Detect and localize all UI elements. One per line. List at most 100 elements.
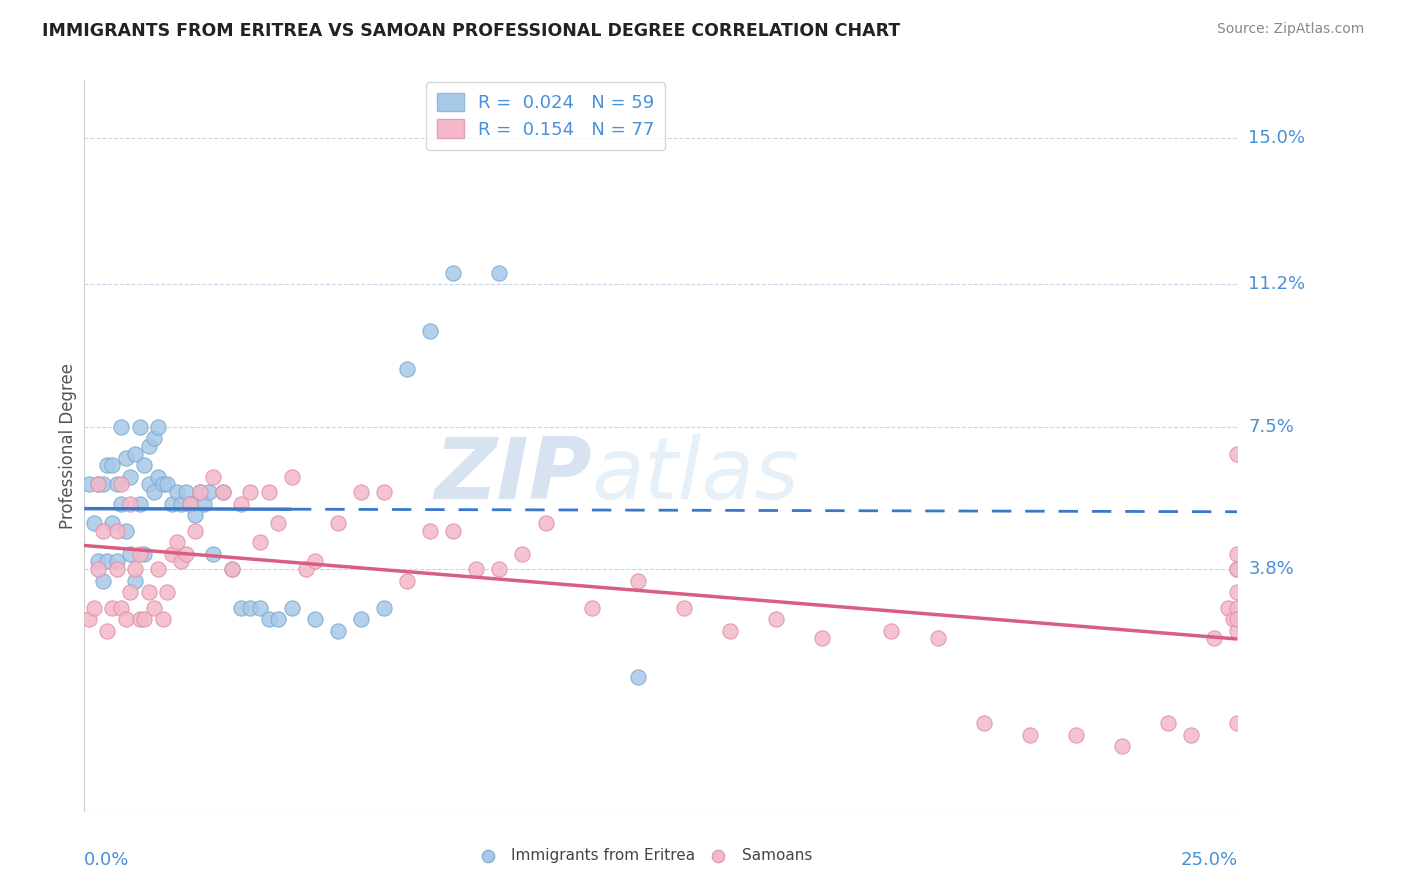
Point <box>142 600 165 615</box>
Point <box>350 485 373 500</box>
Point <box>1226 585 1249 599</box>
Y-axis label: Professional Degree: Professional Degree <box>59 363 77 529</box>
Text: 15.0%: 15.0% <box>1249 129 1305 147</box>
Point <box>488 562 510 576</box>
Point <box>811 632 834 646</box>
Point <box>83 516 105 530</box>
Point <box>373 485 395 500</box>
Point <box>973 716 995 731</box>
Point <box>1018 728 1040 742</box>
Point <box>1111 739 1133 754</box>
Point <box>101 458 124 473</box>
Point <box>202 547 225 561</box>
Point <box>96 554 118 568</box>
Point <box>128 497 150 511</box>
Text: 25.0%: 25.0% <box>1180 851 1237 869</box>
Point <box>441 266 464 280</box>
Point <box>179 497 201 511</box>
Point <box>115 450 138 465</box>
Point <box>326 624 349 638</box>
Point <box>350 612 373 626</box>
Point <box>134 458 156 473</box>
Point <box>120 470 142 484</box>
Point <box>257 612 280 626</box>
Point <box>83 600 105 615</box>
Point <box>1226 716 1249 731</box>
Point <box>160 497 183 511</box>
Point <box>188 485 211 500</box>
Point <box>627 574 650 588</box>
Point <box>184 524 207 538</box>
Point <box>128 419 150 434</box>
Point <box>174 547 197 561</box>
Point <box>110 419 132 434</box>
Point <box>221 562 243 576</box>
Point <box>174 485 197 500</box>
Point <box>170 497 193 511</box>
Text: 7.5%: 7.5% <box>1249 417 1295 436</box>
Point <box>488 266 510 280</box>
Point <box>202 470 225 484</box>
Point <box>718 624 741 638</box>
Point <box>1226 547 1249 561</box>
Point <box>880 624 903 638</box>
Point <box>1226 562 1249 576</box>
Point <box>326 516 349 530</box>
Point <box>1157 716 1180 731</box>
Point <box>96 458 118 473</box>
Point <box>373 600 395 615</box>
Point <box>128 612 150 626</box>
Point <box>120 547 142 561</box>
Point <box>115 612 138 626</box>
Text: IMMIGRANTS FROM ERITREA VS SAMOAN PROFESSIONAL DEGREE CORRELATION CHART: IMMIGRANTS FROM ERITREA VS SAMOAN PROFES… <box>42 22 900 40</box>
Point <box>105 477 128 491</box>
Point <box>581 600 603 615</box>
Point <box>105 524 128 538</box>
Point <box>179 497 201 511</box>
Point <box>156 477 179 491</box>
Point <box>138 585 160 599</box>
Point <box>91 574 114 588</box>
Text: 0.0%: 0.0% <box>84 851 129 869</box>
Point <box>87 477 110 491</box>
Point <box>146 562 169 576</box>
Text: Immigrants from Eritrea: Immigrants from Eritrea <box>510 848 695 863</box>
Point <box>101 600 124 615</box>
Point <box>142 431 165 445</box>
Point <box>134 612 156 626</box>
Point <box>1226 624 1249 638</box>
Text: 11.2%: 11.2% <box>1249 276 1306 293</box>
Point <box>465 562 488 576</box>
Text: 3.8%: 3.8% <box>1249 560 1294 578</box>
Point <box>927 632 949 646</box>
Point <box>77 612 100 626</box>
Point <box>193 497 215 511</box>
Point <box>142 485 165 500</box>
Point <box>1064 728 1087 742</box>
Point <box>231 600 253 615</box>
Point <box>166 485 188 500</box>
Point <box>672 600 695 615</box>
Point <box>1226 612 1249 626</box>
Point <box>267 612 290 626</box>
Point <box>146 419 169 434</box>
Point <box>765 612 787 626</box>
Point <box>87 477 110 491</box>
Point <box>1226 600 1249 615</box>
Point <box>120 497 142 511</box>
Point <box>115 524 138 538</box>
Point <box>441 524 464 538</box>
Point <box>124 562 146 576</box>
Point <box>304 554 326 568</box>
Point <box>221 562 243 576</box>
Point <box>166 535 188 549</box>
Point <box>304 612 326 626</box>
Point <box>101 516 124 530</box>
Point <box>1226 562 1249 576</box>
Point <box>120 585 142 599</box>
Point <box>1216 600 1239 615</box>
Point <box>105 562 128 576</box>
Point <box>396 362 419 376</box>
Point <box>110 600 132 615</box>
Point <box>1180 728 1202 742</box>
